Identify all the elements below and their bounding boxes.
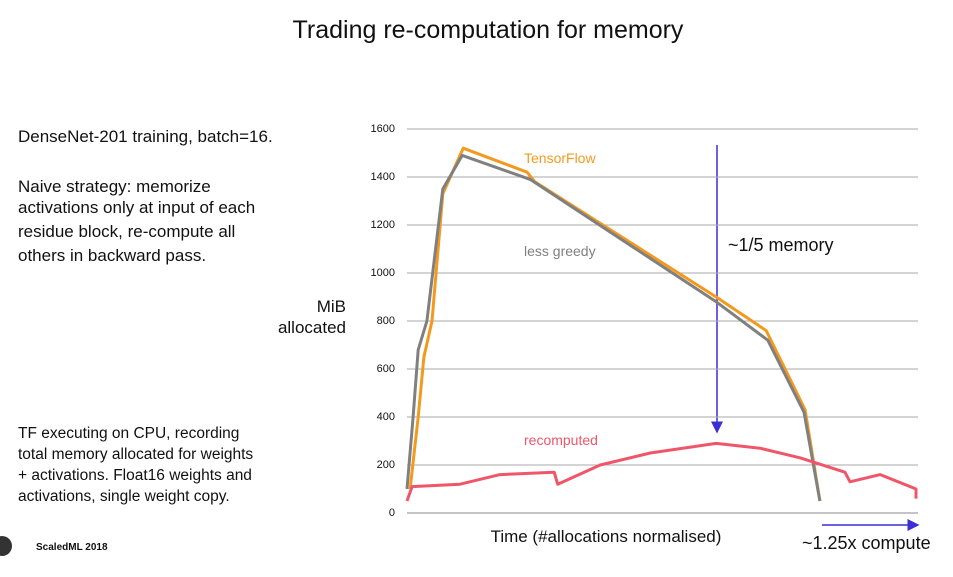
series-label: less greedy (524, 243, 596, 259)
series-line (405, 153, 822, 502)
y-tick-label: 1600 (371, 123, 395, 135)
note: Naive strategy: memorize (18, 177, 211, 196)
series-label: recomputed (524, 432, 598, 448)
series-label: TensorFlow (524, 150, 596, 166)
note: activations, single weight copy. (18, 488, 230, 505)
note: DenseNet-201 training, batch=16. (18, 127, 273, 146)
y-label: allocated (278, 318, 346, 337)
note: + activations. Float16 weights and (18, 467, 252, 484)
x-label: Time (#allocations normalised) (491, 527, 722, 546)
y-tick-label: 800 (377, 315, 395, 327)
logo (0, 536, 12, 556)
title: Trading re-computation for memory (293, 16, 684, 44)
note: others in backward pass. (18, 246, 206, 265)
y-tick-label: 200 (377, 459, 395, 471)
y-tick-label: 1200 (371, 219, 395, 231)
note: residue block, re-compute all (18, 222, 235, 241)
annotation: ~1/5 memory (728, 235, 834, 255)
note: total memory allocated for weights (18, 446, 253, 463)
note: TF executing on CPU, recording (18, 425, 239, 442)
footer: ScaledML 2018 (36, 542, 108, 553)
y-label: MiB (317, 297, 346, 316)
y-tick-label: 600 (377, 363, 395, 375)
y-tick-label: 1000 (371, 267, 395, 279)
y-tick-label: 400 (377, 411, 395, 423)
series-line (405, 441, 918, 502)
y-tick-label: 1400 (371, 171, 395, 183)
y-tick-label: 0 (389, 507, 395, 519)
note: activations only at input of each (18, 198, 255, 217)
annotation: ~1.25x compute (802, 533, 931, 553)
series-line (408, 146, 822, 502)
